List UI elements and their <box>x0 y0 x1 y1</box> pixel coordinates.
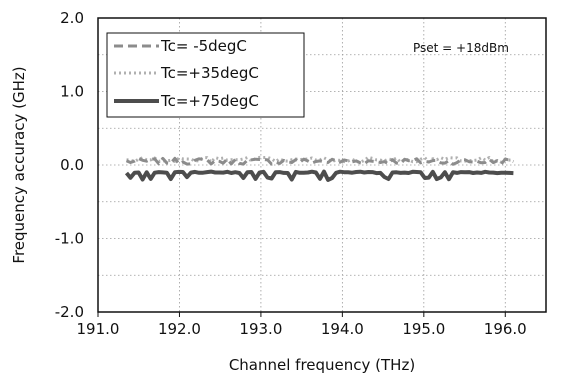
series-line-2 <box>124 169 514 182</box>
y-tick-label: -1.0 <box>55 230 84 248</box>
axis-ticks: 191.0 192.0 193.0 194.0 195.0 196.0 2.0 1.0 0.0 -… <box>55 9 527 338</box>
legend-label-tc-35: Tc=+35degC <box>160 64 259 82</box>
y-axis-title: Frequency accuracy (GHz) <box>10 66 28 263</box>
x-tick-label: 194.0 <box>321 320 364 338</box>
x-tick-label: 195.0 <box>402 320 445 338</box>
legend-label-tc-75: Tc=+75degC <box>160 92 259 110</box>
x-tick-label: 193.0 <box>239 320 282 338</box>
series-line-0 <box>125 156 514 166</box>
legend-box <box>106 32 305 118</box>
y-tick-label: 1.0 <box>60 83 84 101</box>
x-axis-title: Channel frequency (THz) <box>229 356 415 374</box>
y-tick-label: 0.0 <box>60 156 84 174</box>
x-tick-label: 191.0 <box>77 320 120 338</box>
y-tick-label: 2.0 <box>60 9 84 27</box>
legend-label-tc-minus5: Tc= -5degC <box>160 37 247 55</box>
plot-area-frame <box>97 17 547 313</box>
x-tick-label: 192.0 <box>158 320 201 338</box>
y-tick-label: -2.0 <box>55 303 84 321</box>
series-group <box>124 155 514 182</box>
power-annotation: Pset = +18dBm <box>413 41 509 55</box>
legend: Tc= -5degC Tc=+35degC Tc=+75degC <box>106 32 305 118</box>
x-tick-label: 196.0 <box>484 320 527 338</box>
